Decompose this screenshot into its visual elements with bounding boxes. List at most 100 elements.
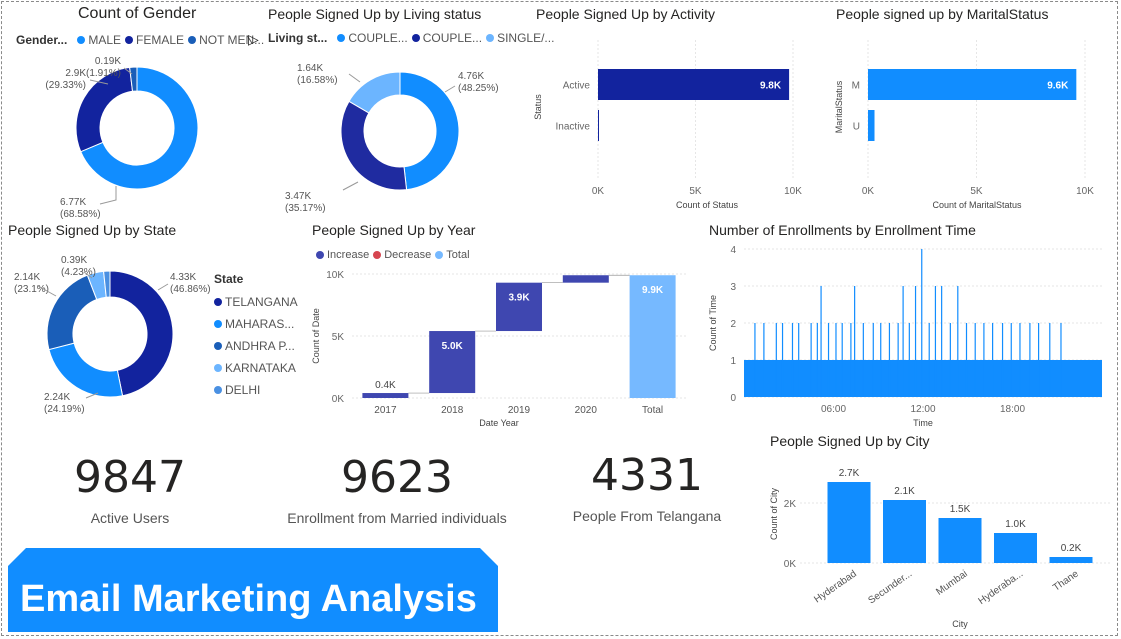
gender-slice [80,66,199,190]
year-category-label: Total [642,405,663,416]
legend-marker [486,34,495,42]
state-legend-item[interactable]: TELANGANA [214,291,298,313]
city-data-label: 1.5K [950,504,971,515]
marital-data-label: 9.6K [1047,81,1069,92]
living-data-label: (48.25%) [458,83,499,94]
kpi-telangana-value: 4331 [591,450,703,501]
legend-marker [214,386,222,394]
state-leader-line [85,392,99,399]
living-legend-item-1[interactable]: COUPLE... [348,31,408,45]
enroll-tick-label: 06:00 [821,404,846,415]
kpi-married-label: Enrollment from Married individuals [287,510,507,526]
activity-bar [598,110,599,141]
activity-category-label: Active [563,81,591,92]
living-data-label: 3.47K [285,191,311,202]
city-bar [883,500,926,563]
living-chart-title: People Signed Up by Living status [268,6,482,22]
living-legend-title: Living st... [268,31,328,45]
enroll-tick-label: 18:00 [1000,404,1025,415]
living-legend: Living st... COUPLE... COUPLE... SINGLE/… [268,31,554,45]
marital-bar-chart: 0K 5K 10K M 9.6K U Count of MaritalStatus Marit… [834,40,1094,210]
city-bar-chart: 0K2K2.7KHyderabad2.1KSecunder...1.5KMumb… [769,468,1112,629]
gender-legend-female[interactable]: FEMALE [136,33,185,47]
legend-marker [125,36,134,44]
year-data-label: 5.0K [442,341,464,352]
gender-legend-title: Gender... [16,33,68,47]
living-legend-item-2[interactable]: COUPLE... [422,31,483,45]
year-legend-total[interactable]: Total [446,249,470,261]
banner-background [8,548,498,632]
kpi-active-users-value: 9847 [74,452,186,503]
year-bar [496,282,542,332]
gender-data-label: 2.9K [65,68,86,79]
state-legend-label: TELANGANA [225,295,298,309]
city-data-label: 1.0K [1005,519,1026,530]
marital-tick-label: 10K [1076,186,1094,197]
state-data-label: (24.19%) [44,404,85,415]
gender-donut-chart: 6.77K(68.58%) 2.9K(29.33%) 0.19K(1.91%) [45,56,199,220]
legend-next-arrow-icon[interactable]: ▷ [248,31,259,47]
living-donut-chart: 4.76K(48.25%) 3.47K(35.17%) 1.64K(16.58%) [285,63,499,214]
state-slice [103,270,111,298]
gender-legend-not-mentioned[interactable]: NOT MEN... [199,33,265,47]
year-legend-increase[interactable]: Increase [327,249,370,261]
year-legend-decrease[interactable]: Decrease [384,249,432,261]
city-bar [938,518,982,563]
year-data-label: 0.4K [375,380,396,391]
year-chart-title: People Signed Up by Year [312,222,476,238]
year-tick-label: 10K [326,270,344,281]
city-bar [827,482,871,563]
year-category-label: 2019 [508,405,531,416]
legend-marker [214,342,222,350]
city-data-label: 2.1K [894,486,915,497]
living-legend-item-3[interactable]: SINGLE/... [497,31,555,45]
state-data-label: 0.39K [61,255,87,266]
year-x-axis-title: Date Year [479,418,519,428]
marital-chart-title: People signed up by MaritalStatus [836,6,1049,22]
state-data-label: (46.86%) [170,284,211,295]
state-legend-item[interactable]: DELHI [214,379,298,401]
marital-tick-label: 5K [970,186,983,197]
year-category-label: 2017 [374,405,397,416]
legend-marker [316,251,324,259]
gender-data-label: (29.33%) [45,80,86,91]
gender-leader-line [123,67,133,75]
state-legend-label: DELHI [225,383,261,397]
year-waterfall-chart: 0K 5K 10K 2017 0.4K 2018 5.0K 2019 3.9K 2020 Total… [311,270,686,428]
year-y-axis-title: Count of Date [311,308,321,364]
legend-marker [373,251,382,259]
state-legend-item[interactable]: KARNATAKA [214,357,298,379]
marital-x-axis-title: Count of MaritalStatus [932,200,1022,210]
enroll-tick-label: 2 [730,319,736,330]
state-legend-item[interactable]: MAHARAS... [214,313,298,335]
year-legend: Increase Decrease Total [312,249,470,261]
activity-data-label: 9.8K [760,81,782,92]
marital-bar [868,69,1077,100]
activity-bar-chart: 0K 5K 10K Active 9.8K Inactive Count of Status… [533,40,802,210]
legend-marker [77,36,86,44]
city-data-label: 2.7K [839,468,860,479]
kpi-telangana-label: People From Telangana [572,508,722,524]
state-data-label: (4.23%) [61,267,96,278]
gender-legend-male[interactable]: MALE [88,33,122,47]
city-bar [1049,557,1093,563]
gender-legend: Gender... MALE FEMALE NOT MEN... [16,33,264,47]
state-legend-item[interactable]: ANDHRA P... [214,335,298,357]
living-data-label: (35.17%) [285,203,326,214]
marital-tick-label: 0K [862,186,875,197]
year-bar [429,331,476,394]
living-slice [399,71,460,191]
enroll-tick-label: 0 [730,393,736,404]
living-leader-line [444,85,456,93]
legend-marker [214,298,222,306]
state-data-label: 4.33K [170,272,196,283]
city-x-axis-title: City [952,619,968,629]
year-tick-label: 0K [332,394,345,405]
enroll-tick-label: 3 [730,282,736,293]
state-leader-line [37,285,57,297]
marital-category-label: U [853,122,860,133]
activity-bar [598,69,790,100]
state-chart-title: People Signed Up by State [8,222,177,238]
year-category-label: 2018 [441,405,464,416]
enroll-baseline-bars [744,360,1102,397]
